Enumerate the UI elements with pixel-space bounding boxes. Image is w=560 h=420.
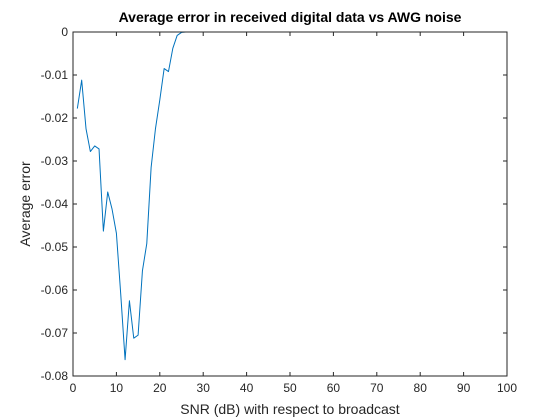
y-tick-label: 0 <box>61 25 68 39</box>
chart-title: Average error in received digital data v… <box>119 9 462 25</box>
y-axis-title: Average error <box>17 161 33 247</box>
x-tick-label: 50 <box>283 381 297 395</box>
y-tick-label: -0.08 <box>41 369 69 383</box>
y-tick-label: -0.04 <box>41 197 69 211</box>
y-tick-label: -0.05 <box>41 240 69 254</box>
y-tick-labels: 0 -0.01 -0.02 -0.03 -0.04 -0.05 -0.06 -0.07 -0.0… <box>41 25 69 383</box>
x-tick-label: 40 <box>240 381 254 395</box>
plot-area <box>73 32 507 376</box>
x-axis-title: SNR (dB) with respect to broadcast <box>180 401 400 417</box>
y-tick-label: -0.02 <box>41 111 69 125</box>
x-tick-label: 100 <box>497 381 517 395</box>
x-tick-labels: 0 10 20 30 40 50 60 70 80 90 100 <box>70 381 518 395</box>
x-tick-label: 70 <box>370 381 384 395</box>
x-tick-label: 60 <box>327 381 341 395</box>
x-tick-label: 20 <box>153 381 167 395</box>
y-tick-label: -0.01 <box>41 68 69 82</box>
x-tick-label: 10 <box>110 381 124 395</box>
y-tick-label: -0.06 <box>41 283 69 297</box>
axes-box <box>72 31 508 377</box>
x-tick-label: 80 <box>414 381 428 395</box>
x-tick-label: 0 <box>70 381 77 395</box>
y-tick-label: -0.07 <box>41 326 69 340</box>
y-tick-label: -0.03 <box>41 154 69 168</box>
x-tick-label: 30 <box>197 381 211 395</box>
x-tick-label: 90 <box>457 381 471 395</box>
